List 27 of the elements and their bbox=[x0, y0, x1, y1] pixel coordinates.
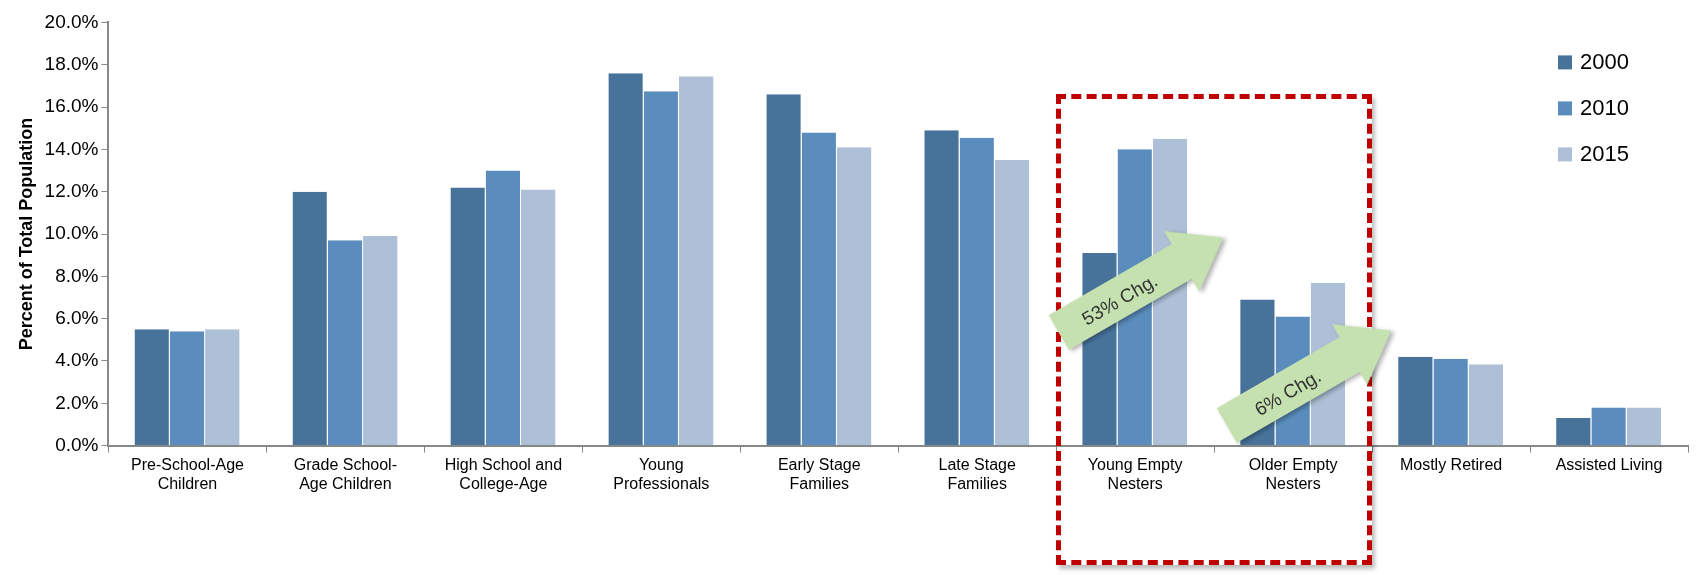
legend-label: 2010 bbox=[1580, 95, 1629, 121]
legend-label: 2000 bbox=[1580, 49, 1629, 75]
y-tick-label: 0.0% bbox=[55, 433, 99, 455]
annotation: 53% Chg. bbox=[1077, 268, 1163, 332]
x-tick-label: Pre-School-Age Children bbox=[130, 455, 245, 492]
y-tick-label: 14.0% bbox=[44, 137, 99, 159]
x-tick-label: Older Empty Nesters bbox=[1248, 455, 1338, 492]
x-tick-label: Young Professionals bbox=[613, 455, 710, 492]
x-tick-label: High School and College-Age bbox=[444, 455, 563, 492]
y-tick-label: 16.0% bbox=[44, 95, 99, 117]
y-tick-label: 20.0% bbox=[44, 10, 99, 32]
y-tick-label: 2.0% bbox=[55, 391, 99, 413]
legend-label: 2015 bbox=[1580, 141, 1629, 167]
y-tick-label: 8.0% bbox=[55, 264, 99, 286]
x-tick-label: Early Stage Families bbox=[777, 455, 861, 492]
x-tick-label: Assisted Living bbox=[1555, 455, 1663, 473]
y-tick-label: 10.0% bbox=[44, 222, 99, 244]
y-tick-label: 4.0% bbox=[55, 349, 99, 371]
y-tick-label: 18.0% bbox=[44, 52, 99, 74]
y-axis-title: Percent of Total Population bbox=[15, 117, 36, 351]
x-tick-label: Mostly Retired bbox=[1399, 455, 1503, 473]
annotation: 6% Chg. bbox=[1249, 364, 1326, 422]
y-tick-label: 6.0% bbox=[55, 306, 99, 328]
x-tick-label: Grade School-Age Children bbox=[293, 455, 397, 492]
x-tick-label: Young Empty Nesters bbox=[1087, 455, 1183, 492]
y-tick-label: 12.0% bbox=[44, 179, 99, 201]
x-tick-label: Late Stage Families bbox=[938, 455, 1017, 492]
